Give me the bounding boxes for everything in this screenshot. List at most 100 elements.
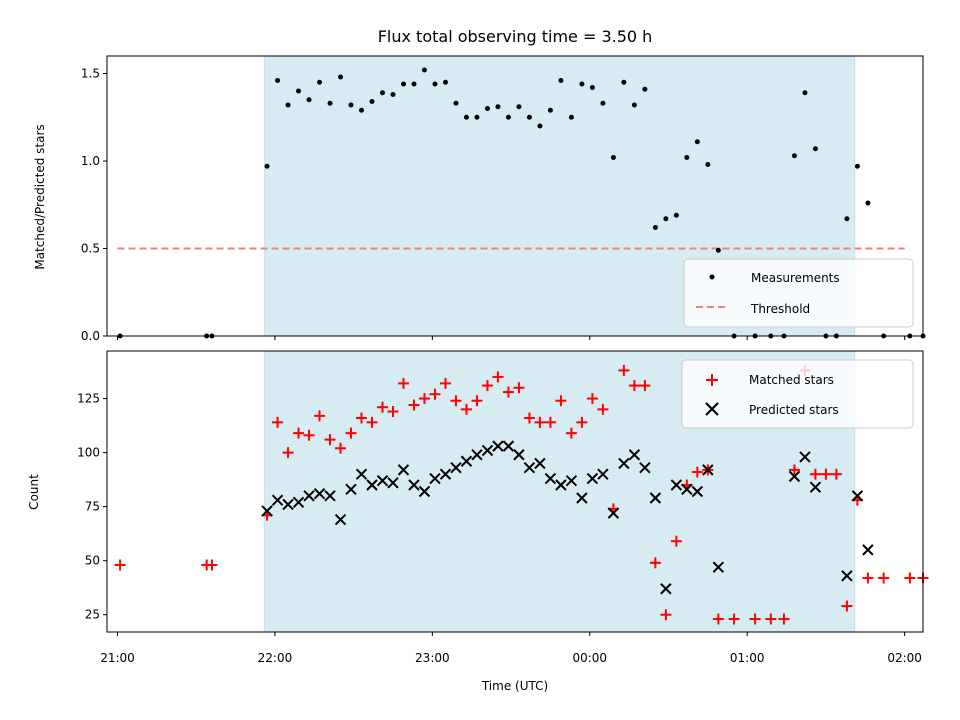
predicted-star-point	[586, 472, 599, 485]
predicted-star-point	[670, 479, 683, 491]
measurement-point	[516, 104, 522, 110]
measurement-point	[275, 78, 281, 83]
matched-star-point	[670, 535, 682, 547]
matched-star-point	[460, 403, 472, 415]
measurement-point	[579, 81, 585, 87]
x-tick-label: 02:00	[887, 651, 922, 665]
predicted-stars-points	[261, 440, 874, 595]
measurement-point	[317, 79, 323, 85]
measurement-point	[285, 102, 291, 108]
predicted-star-point	[271, 494, 284, 506]
measurement-point	[600, 100, 606, 106]
predicted-star-point	[481, 444, 494, 457]
measurement-point	[610, 155, 616, 160]
matched-star-point	[387, 406, 399, 418]
measurement-point	[642, 86, 648, 92]
bottom-legend: Matched stars Predicted stars	[681, 359, 914, 429]
matched-star-point	[778, 613, 790, 625]
measurement-point	[663, 216, 669, 222]
predicted-star-point	[628, 449, 641, 461]
predicted-star-point	[555, 479, 567, 491]
matched-star-point	[335, 442, 347, 454]
matched-star-point	[471, 395, 483, 407]
measurement-point	[505, 114, 511, 120]
measurement-point	[568, 114, 574, 120]
predicted-star-point	[303, 490, 315, 502]
top-y-tick-label: 0.0	[81, 329, 100, 343]
matched-star-point	[788, 464, 800, 476]
predicted-star-point	[450, 462, 462, 474]
measurement-point	[327, 100, 333, 106]
measurement-point	[715, 247, 721, 253]
measurement-point	[652, 225, 658, 230]
bottom-y-tick-label: 125	[77, 392, 100, 406]
predicted-star-point	[313, 487, 326, 500]
top-y-ticks: 0.0 0.5 1.0 1.5	[81, 67, 107, 343]
matched-star-point	[691, 466, 703, 478]
measurement-point	[694, 139, 700, 145]
matched-star-point	[565, 427, 577, 439]
predicted-star-point	[841, 570, 853, 582]
matched-star-point	[618, 364, 630, 376]
predicted-star-point	[282, 498, 294, 511]
bottom-y-ticks: 25 50 75 100 125	[77, 392, 107, 622]
matched-star-point	[544, 416, 556, 428]
bottom-panel: 25 50 75 100 125 21:00 22:00 23:00 00:00 01:00 02…	[27, 350, 929, 693]
matched-star-point	[660, 609, 672, 621]
legend-marker-measurements	[709, 274, 715, 280]
matched-star-point	[439, 377, 451, 389]
legend-label-measurements: Measurements	[751, 271, 840, 285]
predicted-star-point	[418, 485, 431, 498]
predicted-star-point	[799, 451, 811, 463]
predicted-star-point	[345, 483, 357, 496]
matched-star-point	[712, 613, 724, 625]
predicted-star-point	[387, 477, 399, 489]
matched-star-point	[366, 416, 378, 428]
top-panel: 0.0 0.5 1.0 1.5 Matched/Predicted stars Mea…	[33, 55, 926, 343]
predicted-star-point	[408, 479, 420, 491]
measurement-point	[526, 114, 532, 120]
predicted-star-point	[565, 474, 578, 487]
predicted-star-point	[355, 468, 368, 480]
matched-star-point	[904, 572, 916, 584]
matched-star-point	[408, 399, 420, 411]
measurement-point	[537, 123, 543, 129]
matched-star-point	[206, 559, 218, 571]
top-y-tick-label: 1.5	[81, 67, 100, 81]
matched-star-point	[314, 410, 326, 422]
matched-star-point	[492, 371, 504, 383]
measurement-point	[558, 78, 564, 83]
matched-star-point	[523, 412, 535, 424]
measurement-point	[400, 81, 406, 87]
matched-star-point	[502, 386, 514, 398]
x-tick-label: 01:00	[730, 651, 765, 665]
measurement-point	[390, 92, 396, 97]
matched-star-point	[376, 401, 388, 413]
top-x-ticks	[116, 336, 906, 340]
matched-star-point	[862, 572, 874, 584]
x-tick-label: 00:00	[572, 651, 607, 665]
matched-star-point	[418, 393, 430, 405]
predicted-star-point	[261, 505, 273, 517]
measurement-point	[547, 107, 553, 113]
predicted-star-point	[702, 464, 714, 476]
predicted-star-point	[681, 483, 693, 496]
measurement-point	[589, 85, 595, 90]
predicted-star-point	[513, 449, 525, 461]
measurement-point	[802, 90, 808, 96]
legend-marker-predicted	[705, 402, 719, 416]
x-axis-label: Time (UTC)	[481, 679, 548, 693]
bottom-y-tick-label: 100	[77, 446, 100, 460]
x-tick-label: 22:00	[258, 651, 293, 665]
measurement-point	[865, 200, 871, 206]
matched-star-point	[303, 429, 315, 441]
matched-star-point	[481, 380, 493, 392]
x-tick-label: 23:00	[415, 651, 450, 665]
matched-star-point	[809, 468, 821, 480]
matched-star-point	[293, 427, 305, 439]
matched-star-point	[639, 380, 651, 392]
measurement-point	[621, 79, 627, 85]
top-y-tick-label: 0.5	[81, 242, 100, 256]
